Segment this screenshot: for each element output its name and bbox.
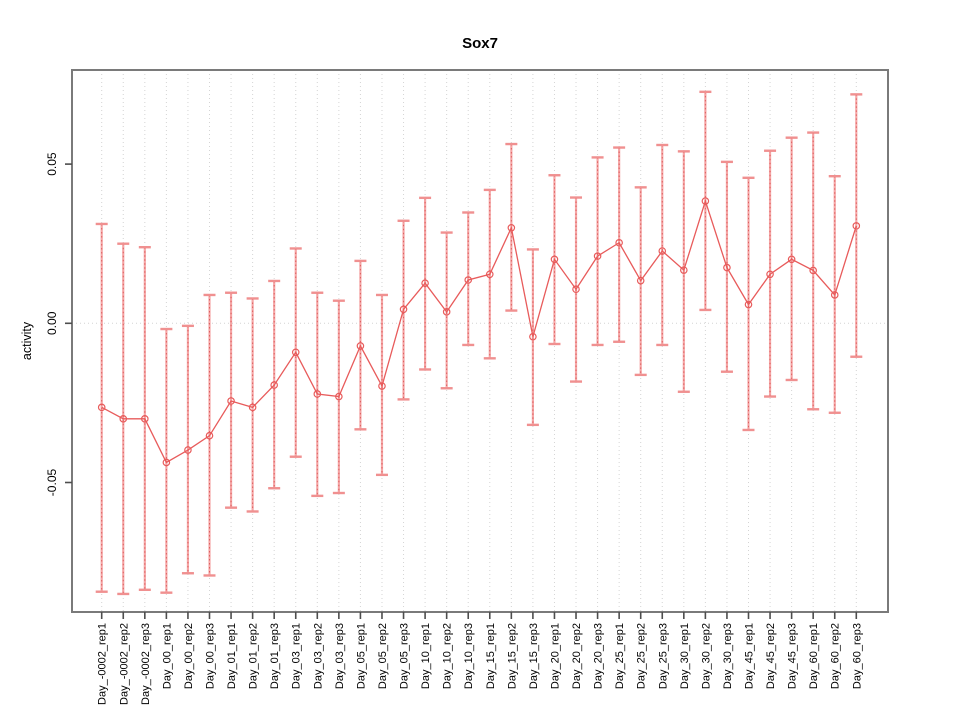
x-tick-label: Day_30_rep3 bbox=[722, 623, 734, 689]
x-tick-label: Day_00_rep3 bbox=[205, 623, 217, 689]
data-point-marker bbox=[442, 308, 451, 316]
x-tick-label: Day_01_rep1 bbox=[226, 623, 238, 689]
x-tick-label: Day_60_rep3 bbox=[851, 623, 863, 689]
y-tick-label: 0.05 bbox=[45, 152, 59, 176]
x-tick-label: Day_-0002_rep3 bbox=[140, 623, 152, 705]
data-point-marker bbox=[356, 342, 365, 350]
x-tick-label: Day_-0002_rep2 bbox=[118, 623, 130, 705]
data-point-marker bbox=[464, 276, 473, 284]
x-tick-label: Day_-0002_rep1 bbox=[97, 623, 109, 705]
x-tick-label: Day_25_rep1 bbox=[614, 623, 626, 689]
x-tick-label: Day_15_rep3 bbox=[528, 623, 540, 689]
data-point-marker bbox=[270, 381, 278, 389]
x-tick-label: Day_30_rep2 bbox=[700, 623, 712, 689]
data-point-marker bbox=[205, 431, 214, 440]
x-tick-label: Day_25_rep3 bbox=[657, 623, 669, 689]
data-point-marker bbox=[529, 332, 537, 341]
data-point-marker bbox=[162, 458, 171, 467]
data-point-marker bbox=[291, 348, 300, 357]
x-tick-label: Day_60_rep1 bbox=[808, 623, 820, 689]
data-point-marker bbox=[119, 415, 128, 423]
data-point-marker bbox=[572, 285, 580, 294]
data-point-marker bbox=[723, 263, 731, 272]
data-point-marker bbox=[184, 446, 192, 454]
data-point-marker bbox=[658, 247, 667, 255]
x-tick-label: Day_03_rep2 bbox=[312, 623, 324, 689]
x-tick-label: Day_20_rep2 bbox=[571, 623, 583, 689]
data-point-marker bbox=[248, 403, 257, 412]
data-point-marker bbox=[766, 270, 774, 279]
data-point-marker bbox=[550, 255, 559, 264]
data-point-marker bbox=[852, 222, 861, 230]
chart-title: Sox7 bbox=[462, 35, 498, 52]
data-point-marker bbox=[680, 266, 688, 274]
x-tick-label: Day_20_rep1 bbox=[549, 623, 561, 689]
data-point-marker bbox=[615, 238, 623, 247]
data-point-marker bbox=[421, 279, 429, 287]
x-tick-label: Day_05_rep3 bbox=[399, 623, 411, 689]
x-tick-label: Day_15_rep2 bbox=[506, 623, 518, 689]
x-tick-label: Day_45_rep1 bbox=[744, 623, 756, 689]
data-line bbox=[101, 198, 857, 464]
x-tick-label: Day_01_rep2 bbox=[248, 623, 260, 689]
x-tick-label: Day_60_rep2 bbox=[830, 623, 842, 689]
data-point-marker bbox=[335, 392, 343, 401]
plot-frame bbox=[71, 69, 889, 613]
x-tick-label: Day_01_rep3 bbox=[269, 623, 281, 689]
x-tick-label: Day_10_rep1 bbox=[420, 623, 432, 689]
x-tick-label: Day_03_rep1 bbox=[291, 623, 303, 689]
data-point-marker bbox=[636, 276, 645, 285]
data-point-marker bbox=[97, 403, 106, 412]
x-tick-label: Day_45_rep2 bbox=[765, 623, 777, 689]
x-tick-label: Day_05_rep2 bbox=[377, 623, 389, 689]
x-tick-label: Day_15_rep1 bbox=[485, 623, 497, 689]
x-tick-label: Day_00_rep2 bbox=[183, 623, 195, 689]
data-point-marker bbox=[141, 415, 149, 423]
data-point-marker bbox=[787, 255, 796, 264]
x-tick-label: Day_25_rep2 bbox=[636, 623, 648, 689]
data-point-marker bbox=[593, 252, 602, 260]
x-tick-label: Day_03_rep3 bbox=[334, 623, 346, 689]
data-point-marker bbox=[378, 382, 386, 390]
data-point-marker bbox=[507, 223, 516, 232]
x-tick-label: Day_10_rep2 bbox=[442, 623, 454, 689]
data-point-marker bbox=[744, 300, 753, 309]
y-tick-label: 0.00 bbox=[45, 311, 59, 335]
data-point-marker bbox=[313, 390, 322, 398]
data-point-marker bbox=[227, 397, 235, 405]
x-tick-label: Day_00_rep1 bbox=[161, 623, 173, 689]
y-tick-label: -0.05 bbox=[45, 469, 59, 497]
x-tick-label: Day_20_rep3 bbox=[593, 623, 605, 689]
data-point-marker bbox=[485, 270, 494, 279]
x-tick-label: Day_30_rep1 bbox=[679, 623, 691, 689]
data-point-marker bbox=[809, 266, 817, 275]
x-tick-label: Day_05_rep1 bbox=[355, 623, 367, 689]
x-tick-label: Day_10_rep3 bbox=[463, 623, 475, 689]
data-point-marker bbox=[830, 291, 839, 299]
x-tick-label: Day_45_rep3 bbox=[787, 623, 799, 689]
data-point-marker bbox=[399, 305, 408, 314]
data-point-marker bbox=[701, 197, 710, 205]
